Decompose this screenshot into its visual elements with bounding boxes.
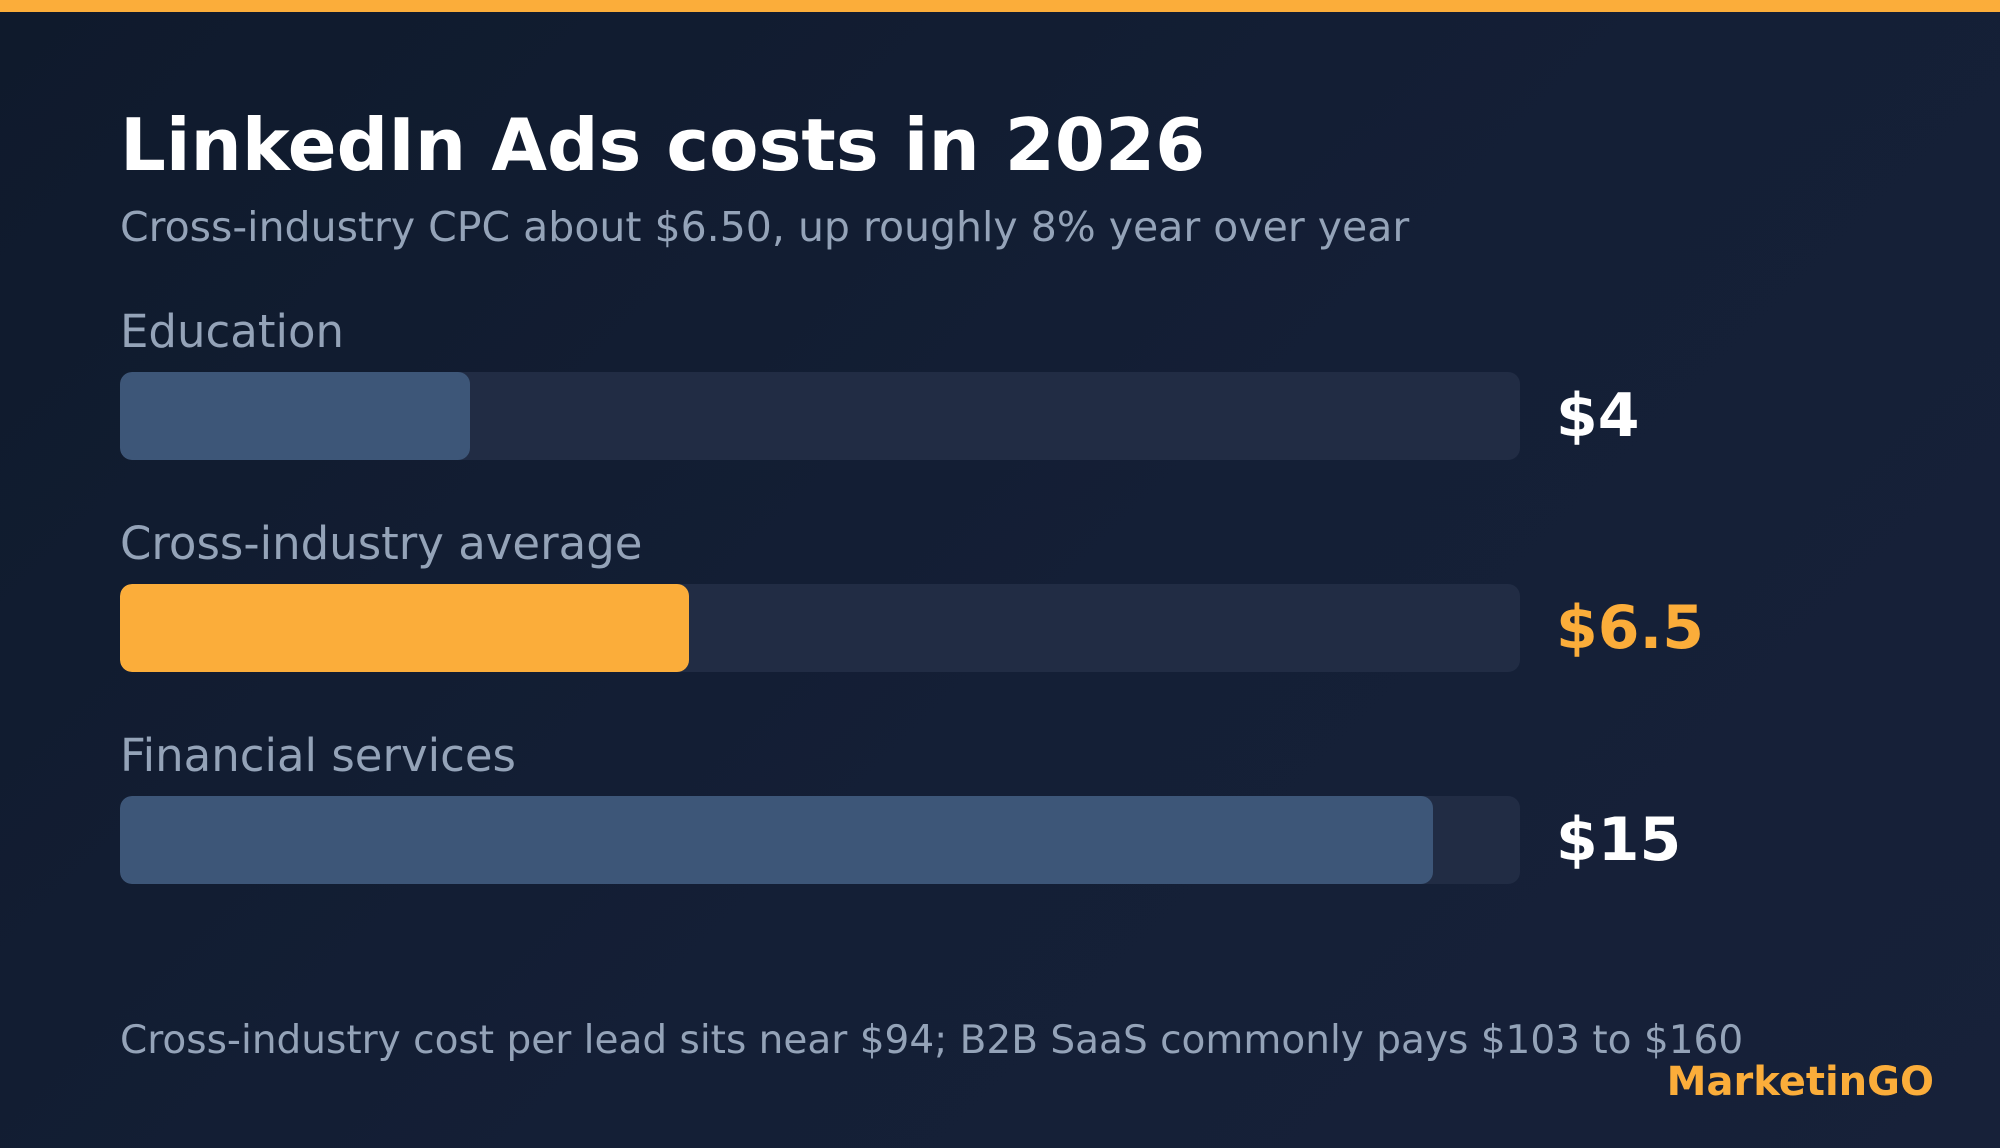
bar-education: [120, 372, 470, 460]
footnote: Cross-industry cost per lead sits near $…: [120, 1018, 1744, 1063]
chart-title: LinkedIn Ads costs in 2026: [120, 103, 1206, 187]
bar-track-education: [120, 372, 1520, 460]
bar-track-financial-services: [120, 796, 1520, 884]
bar-label-financial-services: Financial services: [120, 729, 516, 782]
bar-label-cross-industry-average: Cross-industry average: [120, 517, 643, 570]
bar-cross-industry-average: [120, 584, 689, 672]
bar-track-cross-industry-average: [120, 584, 1520, 672]
bar-value-cross-industry-average: $6.5: [1556, 593, 1705, 663]
bar-financial-services: [120, 796, 1433, 884]
top-accent-stripe: [0, 0, 2000, 12]
bar-label-education: Education: [120, 305, 345, 358]
bar-value-education: $4: [1556, 381, 1640, 451]
bar-value-financial-services: $15: [1556, 805, 1682, 875]
chart-subtitle: Cross-industry CPC about $6.50, up rough…: [120, 203, 1410, 251]
brand-logo: MarketinGO: [1666, 1059, 1934, 1105]
